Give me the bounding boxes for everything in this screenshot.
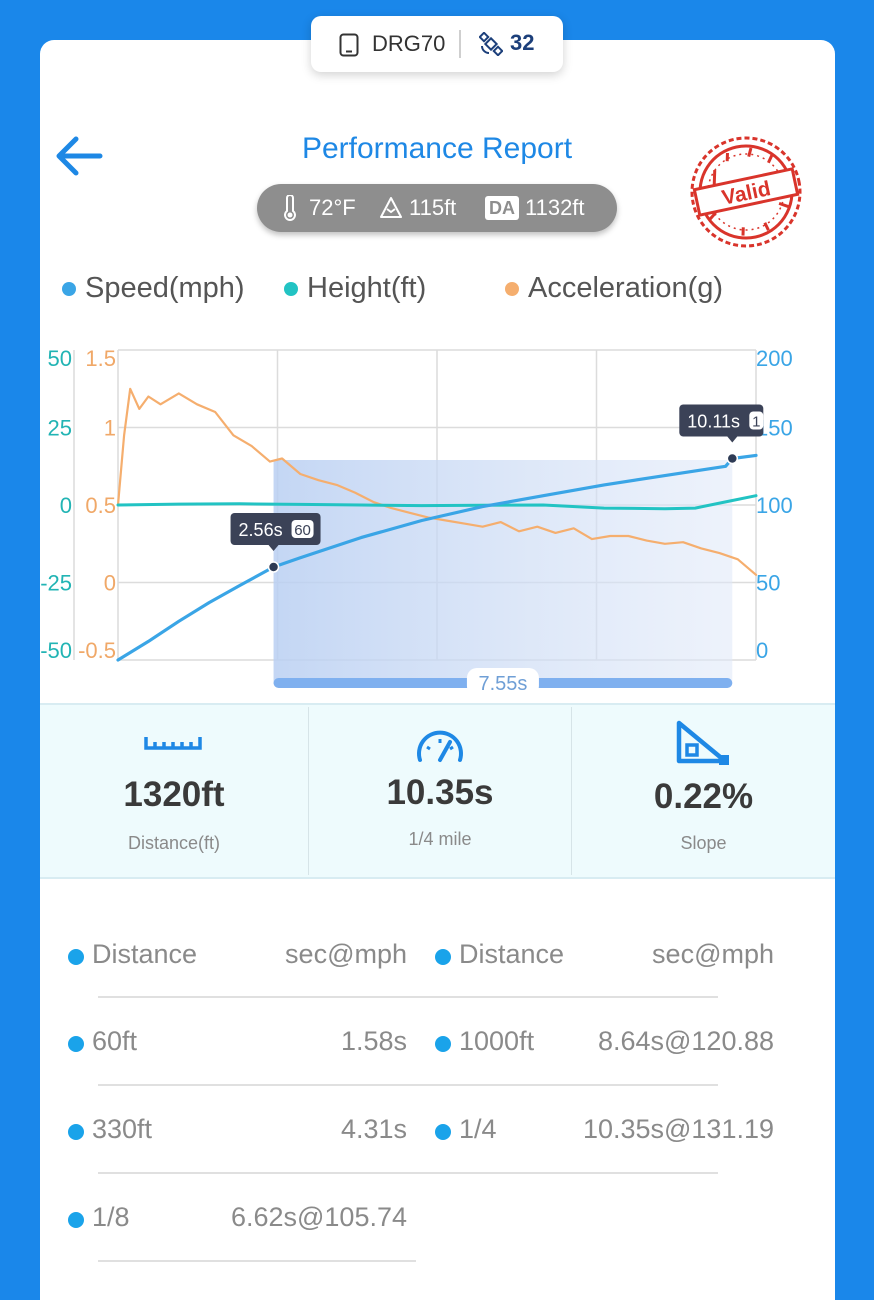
split-result: 10.35s@131.19 bbox=[582, 1114, 774, 1144]
bullet-dot bbox=[68, 1212, 84, 1228]
slope-icon bbox=[676, 720, 729, 765]
tick-label-height: 0 bbox=[60, 493, 72, 518]
altitude-value: 115ft bbox=[409, 195, 457, 220]
bullet-dot bbox=[435, 1036, 451, 1052]
header-distance-right: Distance bbox=[459, 939, 565, 969]
satellite-icon bbox=[479, 32, 503, 56]
bullet-dot bbox=[435, 1124, 451, 1140]
tick-label-height: -50 bbox=[40, 638, 72, 663]
bullet-dot bbox=[68, 1036, 84, 1052]
marker-value-badge bbox=[291, 520, 314, 538]
split-distance: 1/8 bbox=[92, 1202, 130, 1232]
tick-label-acceleration: -0.5 bbox=[78, 638, 116, 663]
marker-time: 10.11s bbox=[687, 412, 740, 432]
stat-divider bbox=[308, 707, 309, 875]
split-distance: 1/4 bbox=[459, 1114, 497, 1144]
marker-value: 60 bbox=[294, 522, 311, 539]
stat-quarter-mile-label: 1/4 mile bbox=[408, 829, 472, 849]
split-result: 6.62s@105.74 bbox=[230, 1202, 407, 1232]
stat-divider bbox=[571, 707, 572, 875]
marker-tooltip bbox=[679, 404, 764, 437]
da-badge: DA bbox=[485, 196, 519, 220]
split-distance: 330ft bbox=[92, 1114, 153, 1144]
header-distance-left: Distance bbox=[92, 939, 198, 969]
mountain-icon bbox=[380, 197, 402, 218]
row-divider bbox=[98, 1172, 718, 1174]
legend-dot-acceleration bbox=[505, 281, 519, 296]
row-divider bbox=[98, 1084, 718, 1086]
split-result: 8.64s@120.88 bbox=[597, 1026, 774, 1056]
split-result: 1.58s bbox=[340, 1026, 407, 1056]
selection-area[interactable] bbox=[273, 460, 733, 684]
marker-tooltip-pointer bbox=[727, 436, 738, 443]
marker-tooltip-pointer bbox=[268, 545, 279, 551]
back-arrow-icon[interactable] bbox=[52, 134, 104, 178]
marker-value: 1 bbox=[752, 414, 760, 431]
conditions-pill: 72°F 115ft DA 1132ft bbox=[257, 184, 617, 232]
stat-quarter-mile-value: 10.35s bbox=[386, 773, 494, 812]
summary-stats: 1320ft Distance(ft) 10.35s 1/4 mile 0.22… bbox=[40, 703, 835, 879]
legend-height[interactable]: Height(ft) bbox=[284, 272, 426, 305]
split-distance: 1000ft bbox=[459, 1026, 535, 1056]
tick-label-speed: 200 bbox=[756, 346, 793, 371]
thermometer-icon bbox=[284, 195, 296, 221]
marker-point[interactable] bbox=[267, 561, 280, 573]
bullet-dot bbox=[68, 1124, 84, 1140]
selection-duration-badge bbox=[466, 668, 539, 696]
page-title: Performance Report bbox=[301, 132, 573, 165]
split-result: 4.31s bbox=[340, 1114, 407, 1144]
legend-speed[interactable]: Speed(mph) bbox=[62, 272, 245, 305]
split-distance: 60ft bbox=[92, 1026, 138, 1056]
tick-label-acceleration: 1 bbox=[104, 416, 116, 441]
tick-label-acceleration: 0.5 bbox=[85, 493, 116, 518]
tick-label-acceleration: 0 bbox=[104, 571, 116, 596]
marker-value-badge bbox=[749, 411, 764, 430]
pill-divider bbox=[459, 30, 461, 58]
bullet-dot bbox=[68, 949, 84, 965]
tick-label-speed: 100 bbox=[756, 493, 793, 518]
stat-slope: 0.22% Slope bbox=[572, 705, 835, 877]
row-divider bbox=[98, 1260, 416, 1262]
tick-label-height: 50 bbox=[48, 346, 72, 371]
legend-label-height: Height(ft) bbox=[307, 272, 427, 304]
tick-label-height: -25 bbox=[40, 571, 72, 596]
header-result-left: sec@mph bbox=[285, 939, 407, 969]
splits-table: Distance sec@mph Distance sec@mph 60ft 1… bbox=[0, 880, 874, 1300]
stat-slope-value: 0.22% bbox=[653, 777, 754, 816]
legend-acceleration[interactable]: Acceleration(g) bbox=[505, 272, 723, 305]
speedometer-icon bbox=[417, 730, 463, 762]
legend-dot-speed bbox=[62, 281, 76, 296]
stat-distance-value: 1320ft bbox=[123, 775, 225, 814]
selection-duration-label: 7.55s bbox=[478, 673, 527, 695]
stat-distance: 1320ft Distance(ft) bbox=[40, 705, 308, 877]
marker-time: 2.56s bbox=[239, 520, 283, 540]
tick-label-acceleration: 1.5 bbox=[85, 346, 116, 371]
device-status-pill[interactable]: DRG70 32 bbox=[311, 16, 563, 72]
satellite-count: 32 bbox=[510, 30, 535, 55]
tick-label-speed: 0 bbox=[756, 638, 768, 663]
bullet-dot bbox=[435, 949, 451, 965]
stat-quarter-mile: 10.35s 1/4 mile bbox=[309, 705, 571, 877]
row-divider bbox=[98, 996, 718, 998]
tick-label-height: 25 bbox=[48, 416, 72, 441]
valid-stamp: Valid bbox=[690, 136, 802, 248]
tick-label-speed: 50 bbox=[756, 571, 780, 596]
chart-legend: Speed(mph) Height(ft) Acceleration(g) bbox=[0, 272, 874, 312]
device-name: DRG70 bbox=[372, 31, 446, 56]
acceleration-line bbox=[116, 387, 758, 576]
phone-icon bbox=[339, 33, 359, 57]
speed-line bbox=[116, 453, 758, 662]
marker-point[interactable] bbox=[726, 452, 739, 465]
legend-label-acceleration: Acceleration(g) bbox=[528, 272, 724, 304]
temperature-value: 72°F bbox=[309, 195, 356, 220]
header-result-right: sec@mph bbox=[652, 939, 774, 969]
stat-slope-label: Slope bbox=[680, 833, 727, 853]
legend-label-speed: Speed(mph) bbox=[85, 272, 245, 304]
density-altitude-value: 1132ft bbox=[525, 195, 585, 220]
ruler-icon bbox=[144, 737, 202, 750]
legend-dot-height bbox=[284, 281, 298, 296]
stat-distance-label: Distance(ft) bbox=[127, 833, 221, 853]
